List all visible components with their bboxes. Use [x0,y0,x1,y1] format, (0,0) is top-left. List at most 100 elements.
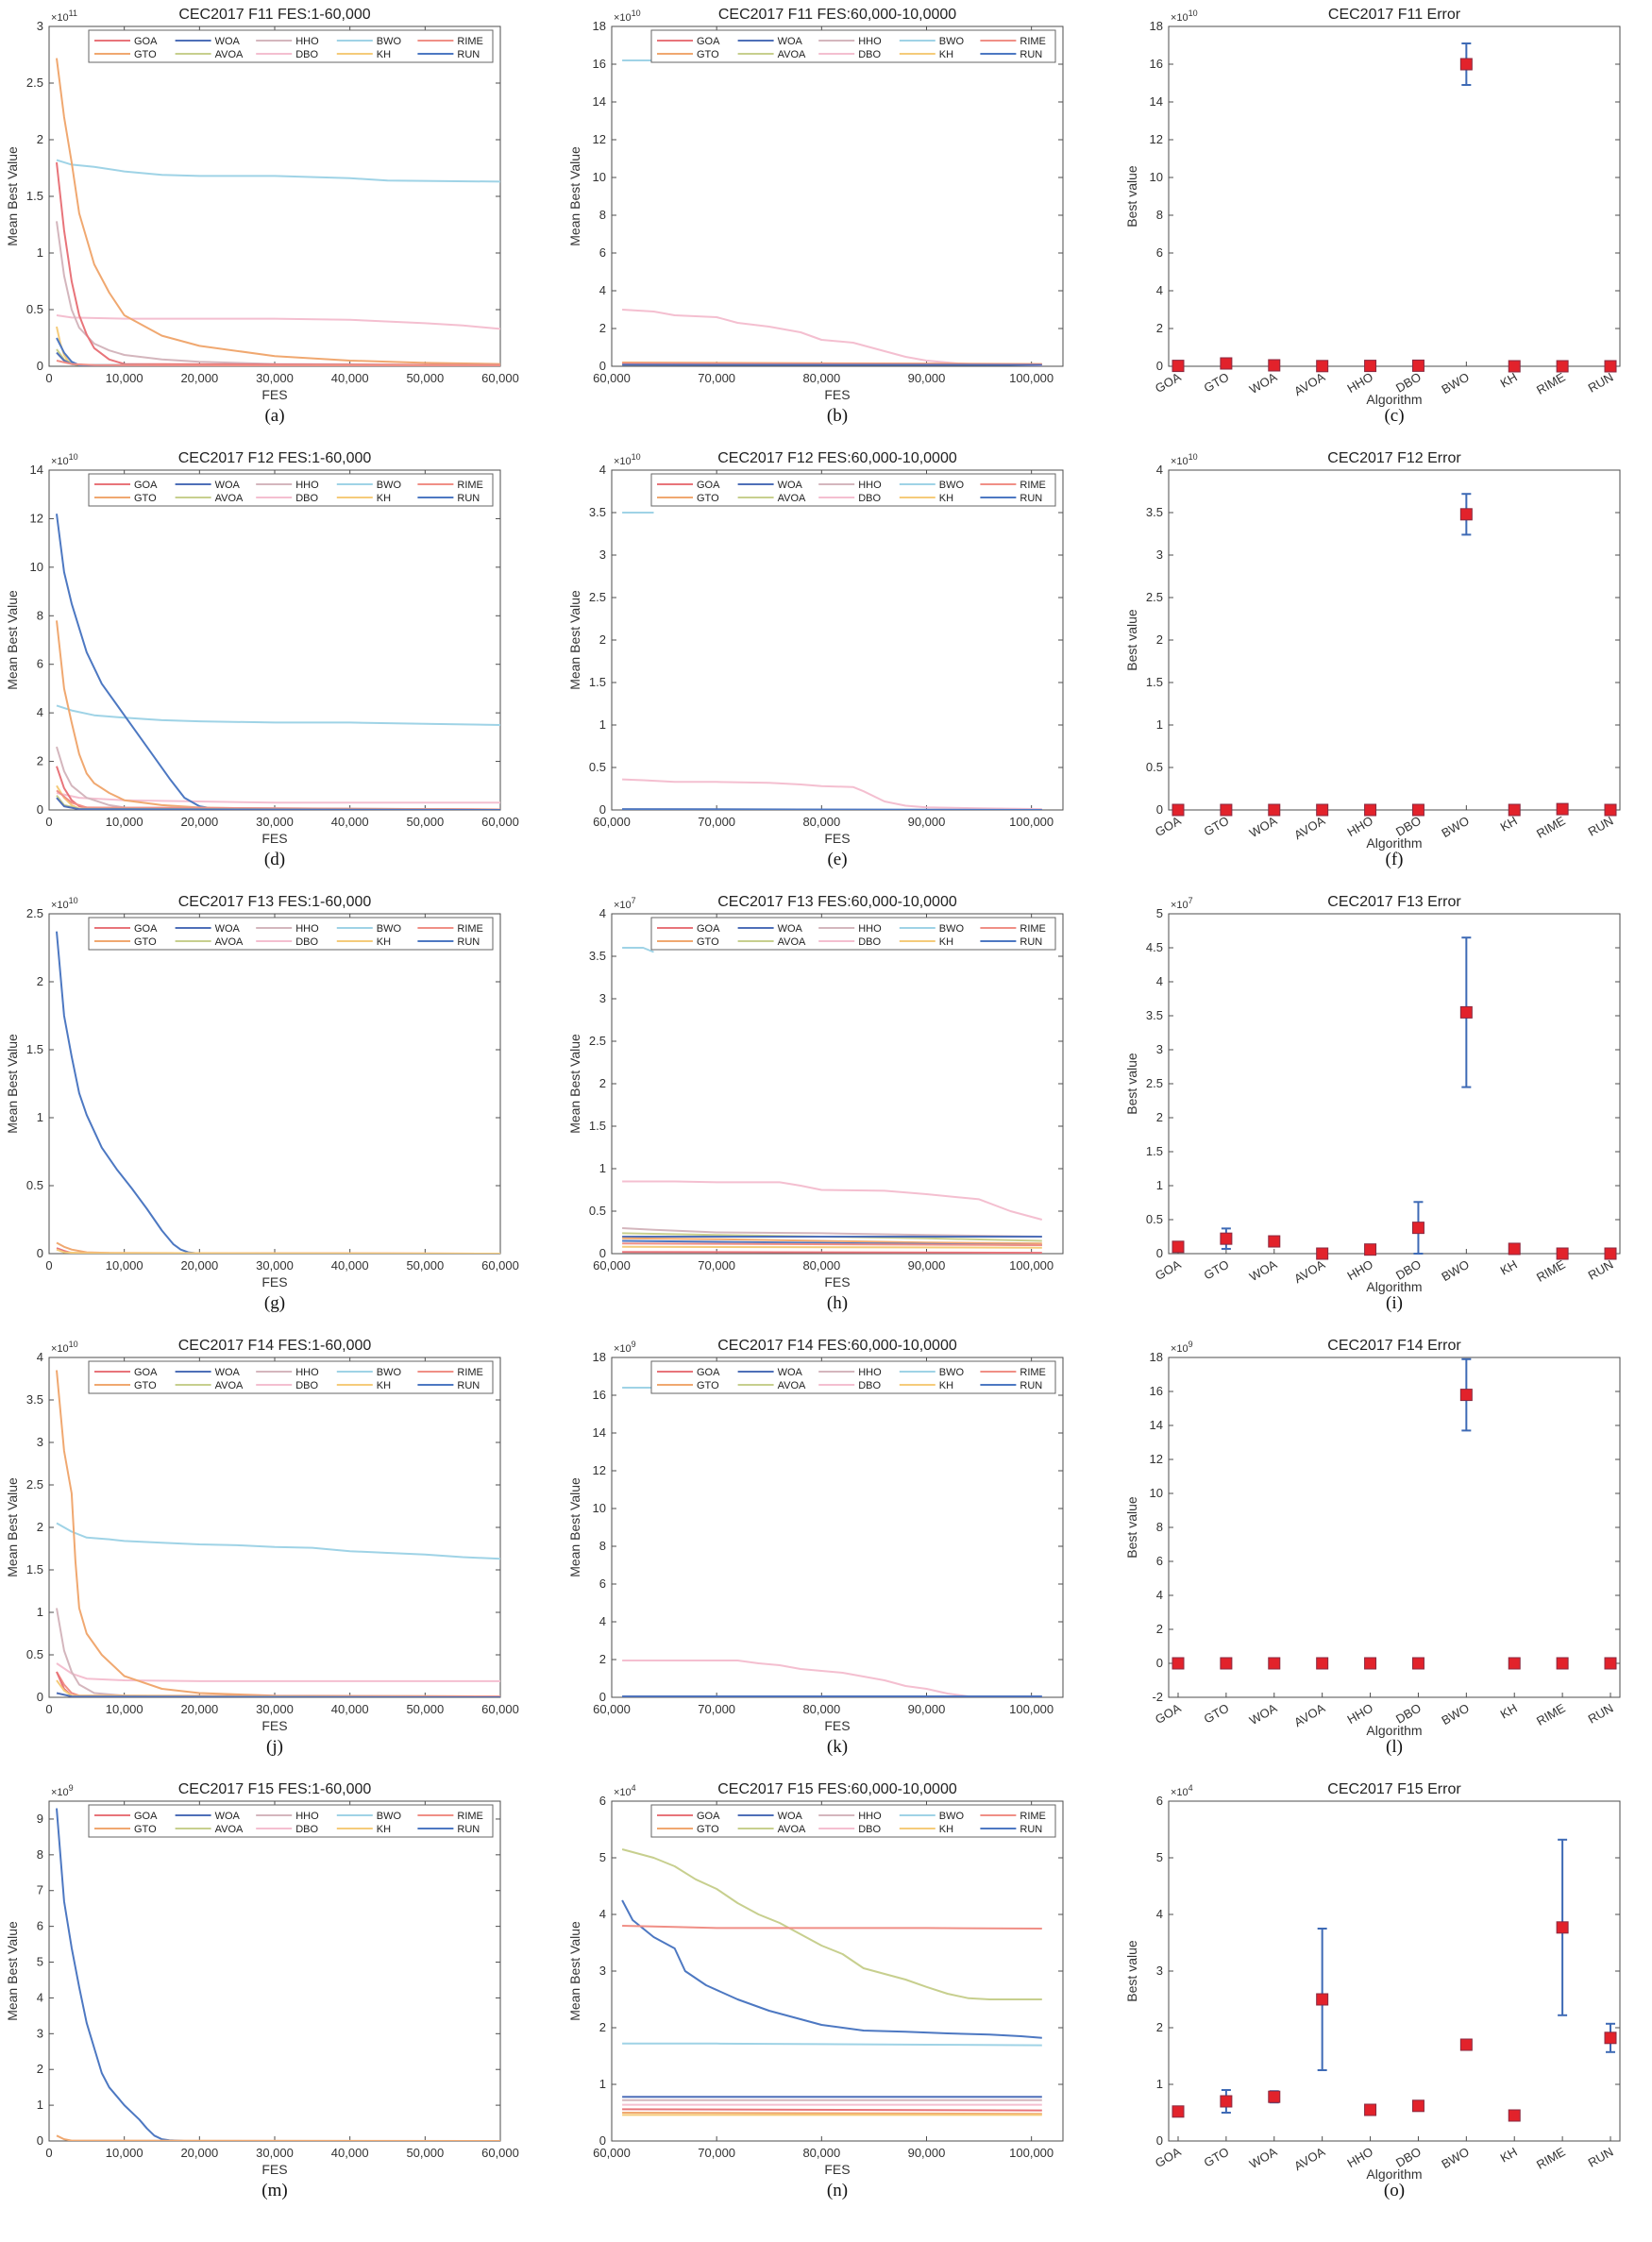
x-tick-label: RIME [1534,1256,1568,1284]
x-tick-label: RUN [1586,2145,1616,2170]
chart-panel: CEC2017 F15 FES:60,000-10,0000 ×104 0 1 2 3 4 5… [567,1781,1064,2200]
series-group [622,947,1043,1254]
series-group [56,1808,500,2141]
subfigure-caption: (h) [827,1293,848,1313]
legend-label: BWO [939,1367,965,1378]
x-tick-label: GTO [1202,2145,1232,2170]
legend-label: HHO [295,480,319,491]
x-tick-label: 20,000 [180,371,218,385]
legend-label: DBO [295,936,318,948]
legend: GOA WOA HHO BWO RIME GTO AVOA DBO KH RUN [88,1804,494,1838]
series-line-run [56,931,500,1254]
axis-exponent: ×1010 [614,452,641,467]
x-tick-label: 90,000 [908,371,946,385]
series-line-dbo [622,1660,1042,1697]
legend-label: GTO [697,1380,719,1391]
y-tick-label: 0 [37,1690,43,1704]
y-tick-label: 6 [599,1794,606,1808]
y-axis-label: Best value [1124,609,1139,671]
x-tick-label: AVOA [1291,813,1327,842]
x-axis-label: FES [261,1718,287,1733]
mean-marker [1459,508,1473,521]
series-line-bwo [56,704,500,726]
y-tick-label: 4 [599,1907,606,1921]
axis-exponent: ×109 [51,1783,74,1798]
x-tick-label: BWO [1439,2145,1471,2172]
x-tick-label: 30,000 [256,1702,294,1716]
x-tick-label: GTO [1202,1257,1232,1283]
x-tick-label: RIME [1534,2144,1568,2171]
legend-label: HHO [295,1811,319,1822]
x-tick-label: WOA [1247,1700,1280,1728]
y-tick-label: 0 [599,2133,606,2148]
mean-marker [1556,802,1569,816]
legend: GOA WOA HHO BWO RIME GTO AVOA DBO KH RUN [650,917,1056,951]
legend-label: GTO [134,1380,157,1391]
mean-marker [1220,1232,1233,1245]
y-tick-label: 16 [1150,1384,1163,1398]
plot-area [1168,25,1621,367]
subfigure-caption: (a) [264,406,284,426]
plot-area [611,469,1064,811]
y-tick-label: 3 [37,19,43,33]
legend-label: GTO [697,1824,719,1835]
legend: GOA WOA HHO BWO RIME GTO AVOA DBO KH RUN [650,1360,1056,1394]
series-line-rime [56,360,500,366]
legend: GOA WOA HHO BWO RIME GTO AVOA DBO KH RUN [88,29,494,63]
legend-label: WOA [215,1811,241,1822]
axis-exponent: ×109 [1171,1340,1193,1355]
legend: GOA WOA HHO BWO RIME GTO AVOA DBO KH RUN [650,473,1056,507]
legend-label: AVOA [778,1380,806,1391]
chart-panel: CEC2017 F14 FES:60,000-10,0000 ×109 0 2 4 6 8 1… [567,1338,1064,1757]
x-tick-label: 10,000 [106,1258,143,1273]
legend-label: RIME [1020,1367,1046,1378]
y-tick-label: 5 [37,1955,43,1969]
mean-marker [1172,1657,1185,1670]
series-group [56,514,500,810]
mean-marker [1364,1243,1377,1256]
mean-marker [1556,1921,1569,1934]
mean-marker [1172,360,1185,373]
y-tick-label: 2.5 [1146,590,1163,604]
legend-box [88,917,494,951]
y-tick-label: 4 [37,1990,43,2004]
x-axis-label: FES [261,2162,287,2177]
series-line-bwo [622,2042,1042,2047]
mean-marker [1172,1240,1185,1254]
x-tick-label: 40,000 [331,815,369,829]
legend-label: DBO [858,493,881,504]
y-tick-label: 4 [37,1350,43,1364]
legend-label: DBO [858,1380,881,1391]
x-tick-label: 0 [45,2146,52,2160]
series-line-rime [622,1925,1042,1930]
y-tick-label: 4 [599,283,606,297]
axis-exponent: ×1010 [614,8,641,24]
y-tick-label: 18 [593,1350,606,1364]
legend-label: RIME [1020,923,1046,935]
legend-label: HHO [295,1367,319,1378]
x-tick-label: 60,000 [481,1702,519,1716]
y-tick-label: 1 [599,717,606,732]
legend-box [650,917,1056,951]
legend-box [88,29,494,63]
y-tick-label: 14 [30,463,43,477]
legend-label: KH [377,1824,391,1835]
x-tick-label: 80,000 [802,371,840,385]
y-tick-label: 0 [37,1246,43,1260]
y-axis-label: Mean Best Value [5,1034,20,1134]
x-tick-label: 30,000 [256,2146,294,2160]
legend-label: HHO [858,1811,882,1822]
legend-label: RUN [457,49,480,60]
y-tick-label: 6 [37,1919,43,1933]
y-tick-label: 3 [37,1435,43,1449]
mean-marker [1364,803,1377,817]
y-tick-label: 16 [593,1388,606,1402]
legend-label: KH [377,493,391,504]
mean-marker [1459,58,1473,71]
series-group [622,512,1042,810]
series-line-gto [622,1237,1042,1245]
legend: GOA WOA HHO BWO RIME GTO AVOA DBO KH RUN [650,29,1056,63]
mean-marker [1411,803,1424,817]
legend-label: GTO [134,49,157,60]
series-line-avoa [621,1848,1042,2000]
